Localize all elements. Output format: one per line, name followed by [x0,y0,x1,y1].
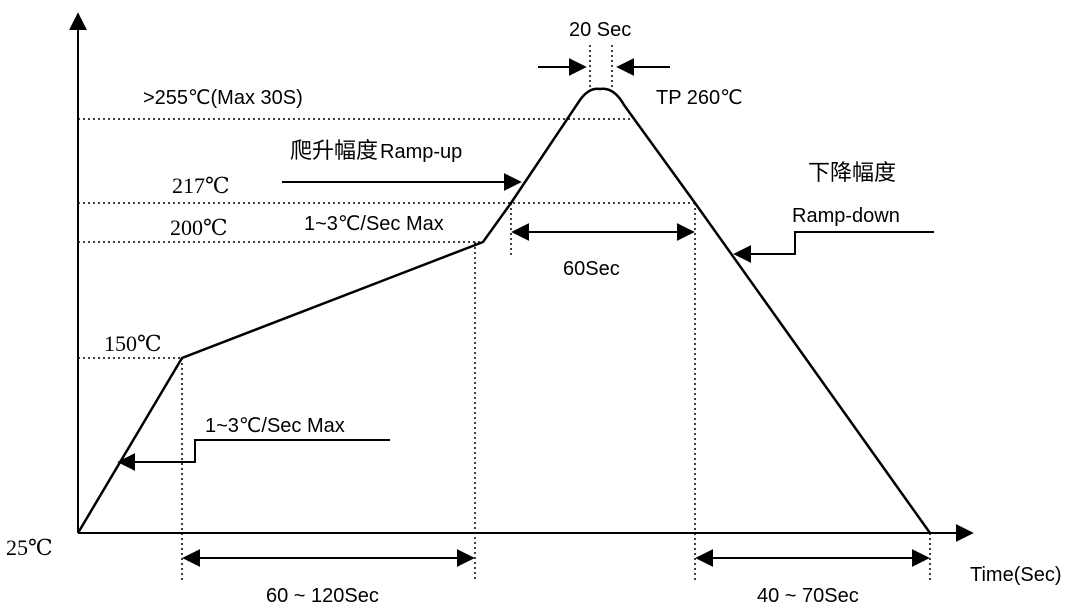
ramp-down-leader [733,231,934,263]
profile-point-preheat-end [180,356,184,360]
profile-point-end [928,531,932,535]
ramp-up-rate: 1~3℃/Sec Max [304,213,444,235]
cool-time-label: 40 ~ 70Sec [757,585,859,607]
ramp-up-en: Ramp-up [380,141,462,163]
preheat-leader [117,439,390,471]
tal-label: 60Sec [563,258,620,280]
label-217: 217℃ [172,173,230,198]
label-150: 150℃ [104,331,162,356]
profile-points [76,87,932,535]
label-255: >255℃(Max 30S) [143,87,303,109]
profile-series-line [76,87,932,534]
profile-point-liquidus [693,201,697,205]
soak-time-label: 60 ~ 120Sec [266,585,379,607]
ramp-down-cn: 下降幅度 [808,161,896,186]
peak-window-label: 20 Sec [569,19,631,41]
profile-point-start [76,531,80,535]
profile-point-liquidus [509,201,513,205]
label-200: 200℃ [170,215,228,240]
profile-point-soak-end [481,240,485,244]
preheat-rate: 1~3℃/Sec Max [205,415,345,437]
peak-temp-label: TP 260℃ [656,87,743,109]
ramp-up-cn: 爬升幅度 [290,139,378,164]
profile-point-peak [598,87,602,91]
x-axis-label: Time(Sec) [970,564,1061,586]
ramp-down-en: Ramp-down [792,205,900,227]
label-25: 25℃ [6,535,53,560]
